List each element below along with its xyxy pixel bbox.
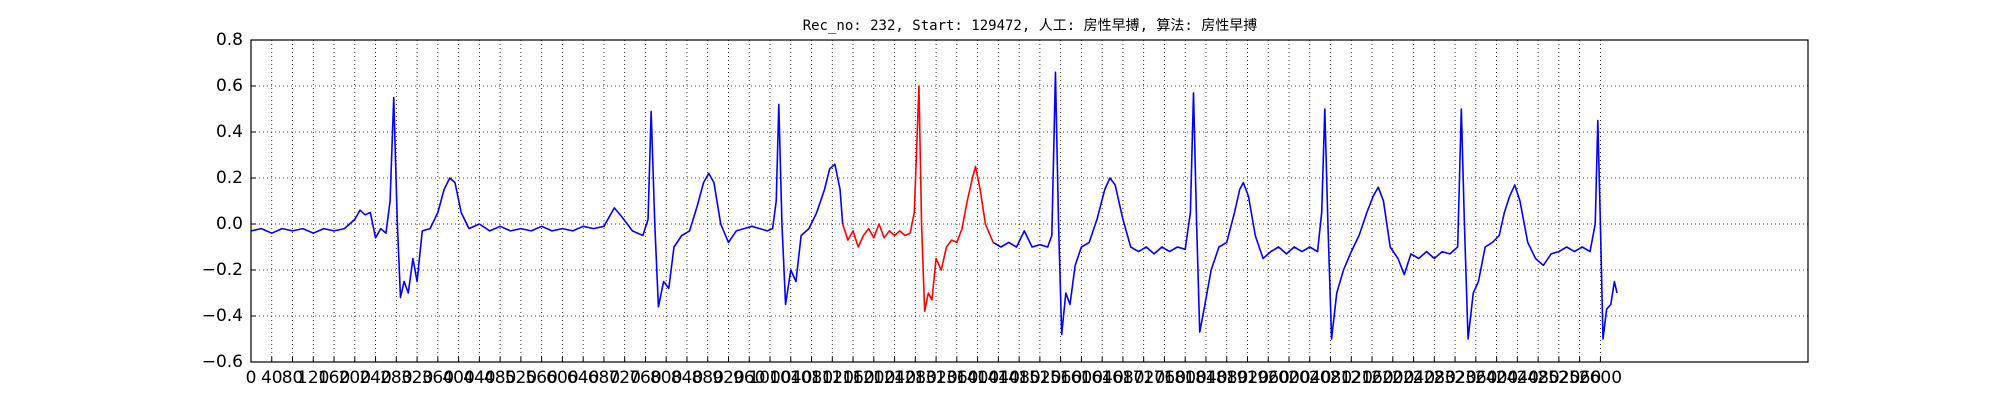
x-tick-label: 480 <box>484 368 516 388</box>
x-tick-label: 720 <box>608 368 640 388</box>
x-tick-label: 1960 <box>1247 368 1290 388</box>
y-tick-label: −0.6 <box>202 352 243 372</box>
x-tick-label: 1480 <box>997 368 1040 388</box>
x-tick-label: 1840 <box>1184 368 1227 388</box>
y-tick-label: −0.4 <box>202 306 243 326</box>
x-tick-label: 280 <box>380 368 412 388</box>
x-tick-label: 1760 <box>1143 368 1186 388</box>
x-tick-label: 1880 <box>1205 368 1248 388</box>
x-tick-label: 2360 <box>1454 368 1497 388</box>
x-tick-label: 40 <box>261 368 283 388</box>
x-tick-label: 1000 <box>748 368 791 388</box>
x-tick-label: 2200 <box>1371 368 1414 388</box>
x-tick-label: 1360 <box>935 368 978 388</box>
y-tick-label: −0.2 <box>202 260 243 280</box>
y-tick-label: 0.6 <box>216 76 243 96</box>
chart-title: Rec_no: 232, Start: 129472, 人工: 房性早搏, 算法… <box>803 17 1258 34</box>
x-tick-label: 2440 <box>1496 368 1539 388</box>
x-tick-label: 1520 <box>1018 368 1061 388</box>
x-tick-label: 440 <box>463 368 495 388</box>
x-tick-label: 2400 <box>1475 368 1518 388</box>
x-tick-label: 240 <box>359 368 391 388</box>
x-tick-label: 160 <box>318 368 350 388</box>
x-tick-label: 800 <box>650 368 682 388</box>
x-tick-label: 1720 <box>1122 368 1165 388</box>
x-tick-label: 400 <box>442 368 474 388</box>
x-tick-label: 1200 <box>852 368 895 388</box>
x-tick-label: 520 <box>505 368 537 388</box>
x-tick-label: 2280 <box>1413 368 1456 388</box>
x-tick-label: 1160 <box>831 368 874 388</box>
x-tick-label: 680 <box>588 368 620 388</box>
x-tick-label: 880 <box>691 368 723 388</box>
y-tick-label: 0.8 <box>216 30 243 50</box>
x-tick-label: 1240 <box>873 368 916 388</box>
x-tick-label: 2120 <box>1330 368 1373 388</box>
plot-frame <box>250 39 1809 363</box>
x-tick-label: 2520 <box>1537 368 1580 388</box>
x-tick-label: 1440 <box>977 368 1020 388</box>
x-tick-label: 320 <box>401 368 433 388</box>
x-tick-label: 0 <box>246 368 257 388</box>
y-tick-label: 0.0 <box>216 214 243 234</box>
x-tick-label: 1400 <box>956 368 999 388</box>
x-tick-label: 560 <box>525 368 557 388</box>
x-tick-label: 360 <box>422 368 454 388</box>
x-tick-label: 200 <box>339 368 371 388</box>
x-tick-label: 2000 <box>1267 368 1310 388</box>
x-tick-label: 80 <box>282 368 304 388</box>
x-tick-label: 1040 <box>769 368 812 388</box>
x-tick-label: 1280 <box>894 368 937 388</box>
x-tick-label: 2040 <box>1288 368 1331 388</box>
x-tick-label: 840 <box>671 368 703 388</box>
x-tick-label: 2320 <box>1433 368 1476 388</box>
x-tick-label: 1640 <box>1081 368 1124 388</box>
x-tick-label: 2560 <box>1558 368 1601 388</box>
x-tick-label: 1120 <box>811 368 854 388</box>
x-tick-label: 2600 <box>1579 368 1622 388</box>
x-tick-label: 1320 <box>914 368 957 388</box>
x-tick-label: 1600 <box>1060 368 1103 388</box>
x-tick-label: 1800 <box>1164 368 1207 388</box>
ecg-line <box>841 85 994 313</box>
y-tick-label: 0.2 <box>216 168 243 188</box>
x-tick-label: 2480 <box>1516 368 1559 388</box>
x-tick-label: 2160 <box>1350 368 1393 388</box>
x-tick-label: 920 <box>712 368 744 388</box>
x-tick-label: 2080 <box>1309 368 1352 388</box>
x-tick-label: 1080 <box>790 368 833 388</box>
x-tick-label: 1680 <box>1101 368 1144 388</box>
y-tick-label: 0.4 <box>216 122 243 142</box>
x-tick-label: 960 <box>733 368 765 388</box>
x-tick-label: 640 <box>567 368 599 388</box>
x-tick-label: 760 <box>629 368 661 388</box>
x-tick-label: 2240 <box>1392 368 1435 388</box>
x-tick-label: 600 <box>546 368 578 388</box>
ecg-line <box>992 71 1618 340</box>
x-tick-label: 1920 <box>1226 368 1269 388</box>
x-tick-label: 1560 <box>1039 368 1082 388</box>
ecg-line <box>250 96 844 308</box>
x-tick-label: 120 <box>297 368 329 388</box>
